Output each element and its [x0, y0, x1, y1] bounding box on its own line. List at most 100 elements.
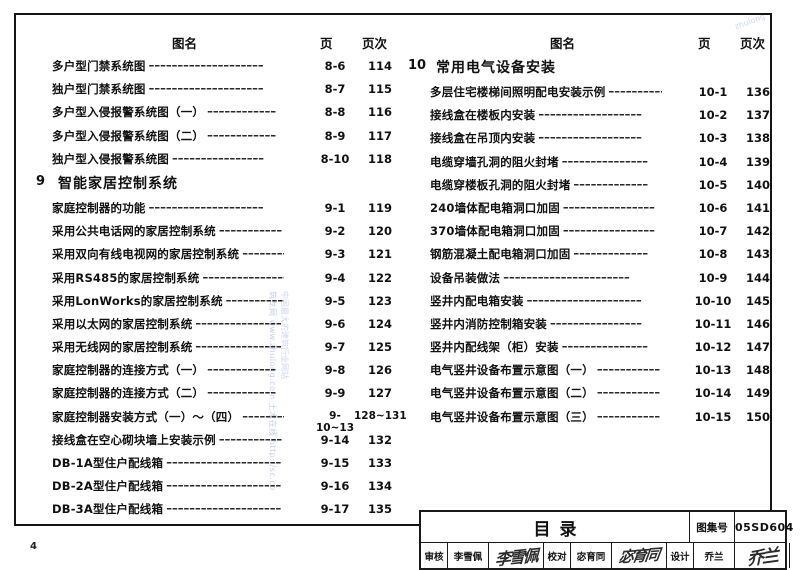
toc-entry[interactable]: 电缆穿楼板孔洞的阻火封堵 ––––––––––––– 10-5 140 — [402, 174, 774, 197]
toc-entry-page: 8-7 — [324, 82, 346, 97]
toc-entry[interactable]: 采用RS485的家居控制系统–––––––––––––––– 9-4 122 — [24, 267, 396, 290]
toc-entry[interactable]: 多层住宅楼梯间照明配电安装示例 –––––––––– 10-1 136 — [402, 81, 774, 104]
handwritten-signature: 宓育同 — [618, 545, 660, 567]
toc-leader-dashes: ––––––––––– — [596, 385, 661, 398]
toc-entry-index: 144 — [745, 270, 770, 285]
toc-entry-title: 独户型门禁系统图 — [52, 82, 146, 97]
toc-entry-index: 133 — [367, 456, 392, 470]
toc-entry-page: 10-1 — [698, 85, 728, 99]
toc-leader-dashes: –––––––––––––––– — [172, 150, 264, 163]
toc-entry-title: 240墙体配电箱洞口加固 — [430, 200, 560, 215]
toc-leader-dashes: ––––––––––––––– — [195, 339, 282, 352]
toc-entry[interactable]: 电气竖井设备布置示意图（三） ––––––––––– 10-15 150 — [402, 406, 774, 429]
handwritten-signature: 李雪佩 — [494, 545, 538, 568]
title-block-role-name: 宓育同 — [571, 543, 612, 568]
toc-entry-title: DB-2A型住户配线箱 — [52, 479, 164, 494]
title-block-signature: 乔兰 — [735, 543, 790, 568]
toc-entry-index: 124 — [367, 316, 392, 331]
toc-entry-page: 9-10~13 — [315, 409, 355, 434]
toc-entry[interactable]: DB-2A型住户配线箱 –––––––––––––––––––– 9-16 134 — [24, 475, 396, 498]
toc-entry-page: 9-1 — [324, 200, 346, 215]
toc-entry[interactable]: 采用双向有线电视网的家居控制系统 –––––––– 9-3 121 — [24, 243, 396, 266]
toc-entry[interactable]: 240墙体配电箱洞口加固 –––––––––––––––– 10-6 141 — [402, 197, 774, 220]
title-block-role-label: 校对 — [544, 543, 571, 568]
toc-entry-title: 采用LonWorks的家居控制系统 — [52, 293, 223, 308]
toc-entry[interactable]: 竖井内消防控制箱安装 –––––––––––––––– 10-11 146 — [402, 313, 774, 336]
toc-entry-page: 9-6 — [324, 316, 346, 331]
toc-entry[interactable]: 家庭控制器的功能 –––––––––––––––––––– 9-1 119 — [24, 197, 396, 220]
toc-entry[interactable]: 多户型入侵报警系统图（二） –––––––––––– 8-9 117 — [24, 125, 396, 148]
toc-leader-dashes: –––––––––––––––––– — [538, 130, 642, 143]
toc-entry-index: 146 — [745, 316, 770, 331]
title-block-top-row: 目录 图集号 05SD604 — [421, 512, 793, 543]
toc-entry[interactable]: 采用LonWorks的家居控制系统––––––––––––– 9-5 123 — [24, 290, 396, 313]
toc-entry[interactable]: 独户型入侵报警系统图 –––––––––––––––– 8-10 118 — [24, 148, 396, 171]
toc-entry[interactable]: 电气竖井设备布置示意图（一） ––––––––––– 10-13 148 — [402, 359, 774, 382]
toc-entry[interactable]: 家庭控制器的连接方式（二） –––––––––––– 9-9 127 — [24, 382, 396, 405]
toc-entry-index: 120 — [367, 224, 392, 239]
toc-entry[interactable]: 电缆穿墙孔洞的阻火封堵 ––––––––––––––– 10-4 139 — [402, 151, 774, 174]
toc-leader-dashes: ––––––––––– — [218, 223, 283, 236]
toc-leader-dashes: ––––––––––––––– — [195, 315, 282, 328]
toc-entry[interactable]: 竖井内配线架（柜）安装 ––––––––––––––– 10-12 147 — [402, 336, 774, 359]
toc-entry[interactable]: 独户型门禁系统图 –––––––––––––––––––– 8-7 115 — [24, 78, 396, 101]
toc-entry-page: 8-6 — [324, 59, 346, 73]
toc-entry[interactable]: 采用无线网的家居控制系统 ––––––––––––––– 9-7 125 — [24, 336, 396, 359]
toc-entry[interactable]: 多户型门禁系统图 –––––––––––––––––––– 8-6 114 — [24, 55, 396, 78]
toc-entry-title: 多户型入侵报警系统图（二） — [52, 128, 205, 143]
drawing-frame: 筑龙网 www.zhulong.com 土木在线 http://sc.co 中国… — [14, 11, 793, 570]
toc-entry-index: 145 — [745, 293, 770, 308]
toc-leader-dashes: –––––––––––––––––––– — [166, 478, 282, 491]
toc-entry[interactable]: 多户型入侵报警系统图（一） –––––––––––– 8-8 116 — [24, 101, 396, 124]
toc-leader-dashes: ––––––––––– — [218, 431, 283, 444]
toc-entry-title: 多户型入侵报警系统图（一） — [52, 105, 205, 120]
toc-entry-index: 135 — [367, 502, 392, 517]
toc-entry-index: 119 — [367, 200, 392, 215]
toc-entry[interactable]: 接线盒在空心砌块墙上安装示例 ––––––––––– 9-14 132 — [24, 429, 396, 452]
toc-entry[interactable]: 采用以太网的家居控制系统 ––––––––––––––– 9-6 124 — [24, 313, 396, 336]
toc-entry-title: 电缆穿楼板孔洞的阻火封堵 — [430, 177, 571, 192]
toc-entry-index: 122 — [367, 270, 392, 285]
toc-entry[interactable]: 竖井内配电箱安装 –––––––––––––––––––– 10-10 145 — [402, 290, 774, 313]
column-header-right: 图名 页 页次 — [402, 33, 774, 55]
toc-entry-title: 采用以太网的家居控制系统 — [52, 316, 193, 331]
toc-entry-page: 10-8 — [698, 247, 728, 262]
toc-leader-dashes: –––––––––––– — [207, 385, 277, 398]
toc-entry-page: 10-7 — [698, 224, 728, 239]
toc-entry-page: 10-6 — [698, 200, 728, 215]
title-block-role-name: 李雪佩 — [448, 543, 489, 568]
toc-leader-dashes: –––––––––––– — [207, 127, 277, 140]
toc-entry[interactable]: DB-3A型住户配线箱 –––––––––––––––––––– 9-17 135 — [24, 498, 396, 521]
watermark-corner: zhulong — [733, 11, 767, 32]
toc-entry-index: 115 — [367, 82, 392, 97]
toc-entry-page: 10-10 — [694, 293, 732, 308]
toc-entry[interactable]: 家庭控制器安装方式（一）～（四） –––––––– 9-10~13 128~131 — [24, 406, 407, 434]
toc-leader-dashes: –––––––––––––––– — [562, 223, 655, 236]
column-header-index: 页次 — [362, 36, 388, 51]
toc-leader-dashes: –––––––––––––––––––– — [526, 292, 642, 305]
toc-entry[interactable]: 设备吊装做法 –––––––––––––––––––––– 10-9 144 — [402, 267, 774, 290]
toc-leader-dashes: ––––––––––––– — [573, 176, 649, 189]
toc-leader-dashes: –––––––––––––––– — [550, 315, 642, 328]
toc-entry-title: 竖井内消防控制箱安装 — [430, 316, 547, 331]
toc-entry[interactable]: 接线盒在楼板内安装 –––––––––––––––––– 10-2 137 — [402, 104, 774, 127]
toc-entry[interactable]: DB-1A型住户配线箱 –––––––––––––––––––– 9-15 133 — [24, 452, 396, 475]
toc-entry[interactable]: 家庭控制器的连接方式（一） –––––––––––– 9-8 126 — [24, 359, 396, 382]
toc-entry-title: 电缆穿墙孔洞的阻火封堵 — [430, 154, 559, 169]
toc-entry-index: 143 — [745, 247, 770, 262]
toc-entry-index: 140 — [745, 177, 770, 192]
toc-leader-dashes: –––––––––––––––––––––– — [503, 269, 630, 282]
toc-entry[interactable]: 370墙体配电箱洞口加固 –––––––––––––––– 10-7 142 — [402, 220, 774, 243]
toc-entry[interactable]: 钢筋混凝土配电箱洞口加固 ––––––––––––– 10-8 143 — [402, 243, 774, 266]
title-block-signature: 宓育同 — [612, 543, 667, 568]
toc-entry[interactable]: 电气竖井设备布置示意图（二） ––––––––––– 10-14 149 — [402, 382, 774, 405]
toc-entry-index: 118 — [367, 151, 392, 166]
toc-entry-page: 9-4 — [324, 270, 346, 285]
atlas-number-label: 图集号 — [690, 512, 735, 542]
title-block-signature: 李雪佩 — [489, 543, 544, 568]
column-header-page: 页 — [698, 36, 711, 51]
toc-leader-dashes: ––––––––––– — [596, 362, 661, 375]
toc-entry-title: 多户型门禁系统图 — [52, 59, 146, 73]
toc-entry[interactable]: 接线盒在吊顶内安装 –––––––––––––––––– 10-3 138 — [402, 127, 774, 150]
toc-entry[interactable]: 采用公共电话网的家居控制系统 ––––––––––– 9-2 120 — [24, 220, 396, 243]
